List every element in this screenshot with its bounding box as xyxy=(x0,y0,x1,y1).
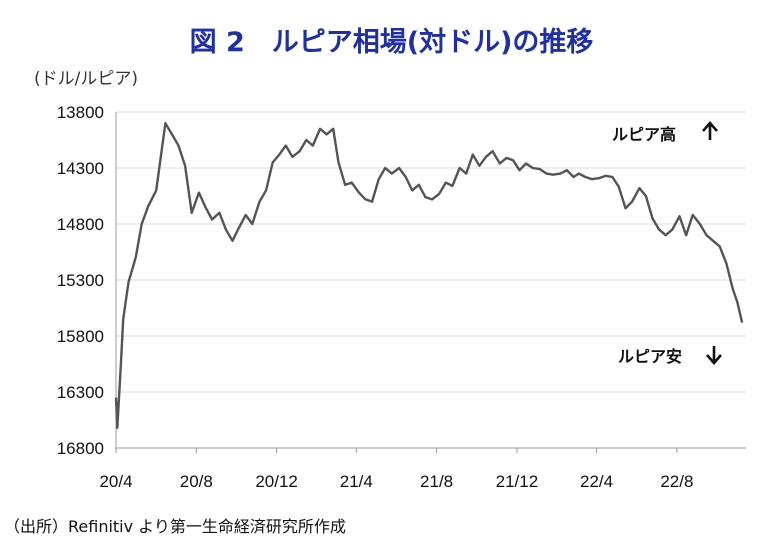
x-tick-label: 22/4 xyxy=(580,472,613,491)
annotation-high-label: ルピア高 xyxy=(612,125,676,144)
unit-label: (ドル/ルピア) xyxy=(34,69,138,89)
arrow-down-icon xyxy=(706,346,722,365)
grid-lines xyxy=(116,111,746,393)
annotation-rupiah-low: ルピア安 xyxy=(618,346,722,366)
y-tick-label: 16800 xyxy=(57,439,104,458)
annotation-low-label: ルピア安 xyxy=(618,347,682,366)
x-tick-labels: 20/4 20/8 20/12 21/4 21/8 21/12 22/4 22/8 xyxy=(99,448,693,491)
chart-title: 図 2 ルピア相場(対ドル)の推移 xyxy=(189,27,594,58)
y-tick-label: 16300 xyxy=(57,383,104,402)
x-tick-label: 20/8 xyxy=(180,472,213,491)
y-tick-label: 14800 xyxy=(57,215,104,234)
annotation-rupiah-high: ルピア高 xyxy=(612,121,718,144)
x-tick-label: 20/4 xyxy=(99,472,132,491)
x-tick-label: 22/8 xyxy=(660,472,693,491)
arrow-up-icon xyxy=(702,121,718,140)
y-tick-label: 14300 xyxy=(57,159,104,178)
x-tick-label: 20/12 xyxy=(255,472,298,491)
y-tick-labels: 13800 14300 14800 15300 15800 16300 16800 xyxy=(57,103,104,458)
y-tick-label: 15800 xyxy=(57,327,104,346)
x-tick-label: 21/12 xyxy=(496,472,539,491)
source-note: （出所）Refinitiv より第一生命経済研究所作成 xyxy=(4,517,346,536)
y-tick-label: 13800 xyxy=(57,103,104,122)
y-tick-label: 15300 xyxy=(57,271,104,290)
x-tick-label: 21/4 xyxy=(340,472,373,491)
rupiah-rate-line xyxy=(114,121,744,429)
x-tick-label: 21/8 xyxy=(420,472,453,491)
